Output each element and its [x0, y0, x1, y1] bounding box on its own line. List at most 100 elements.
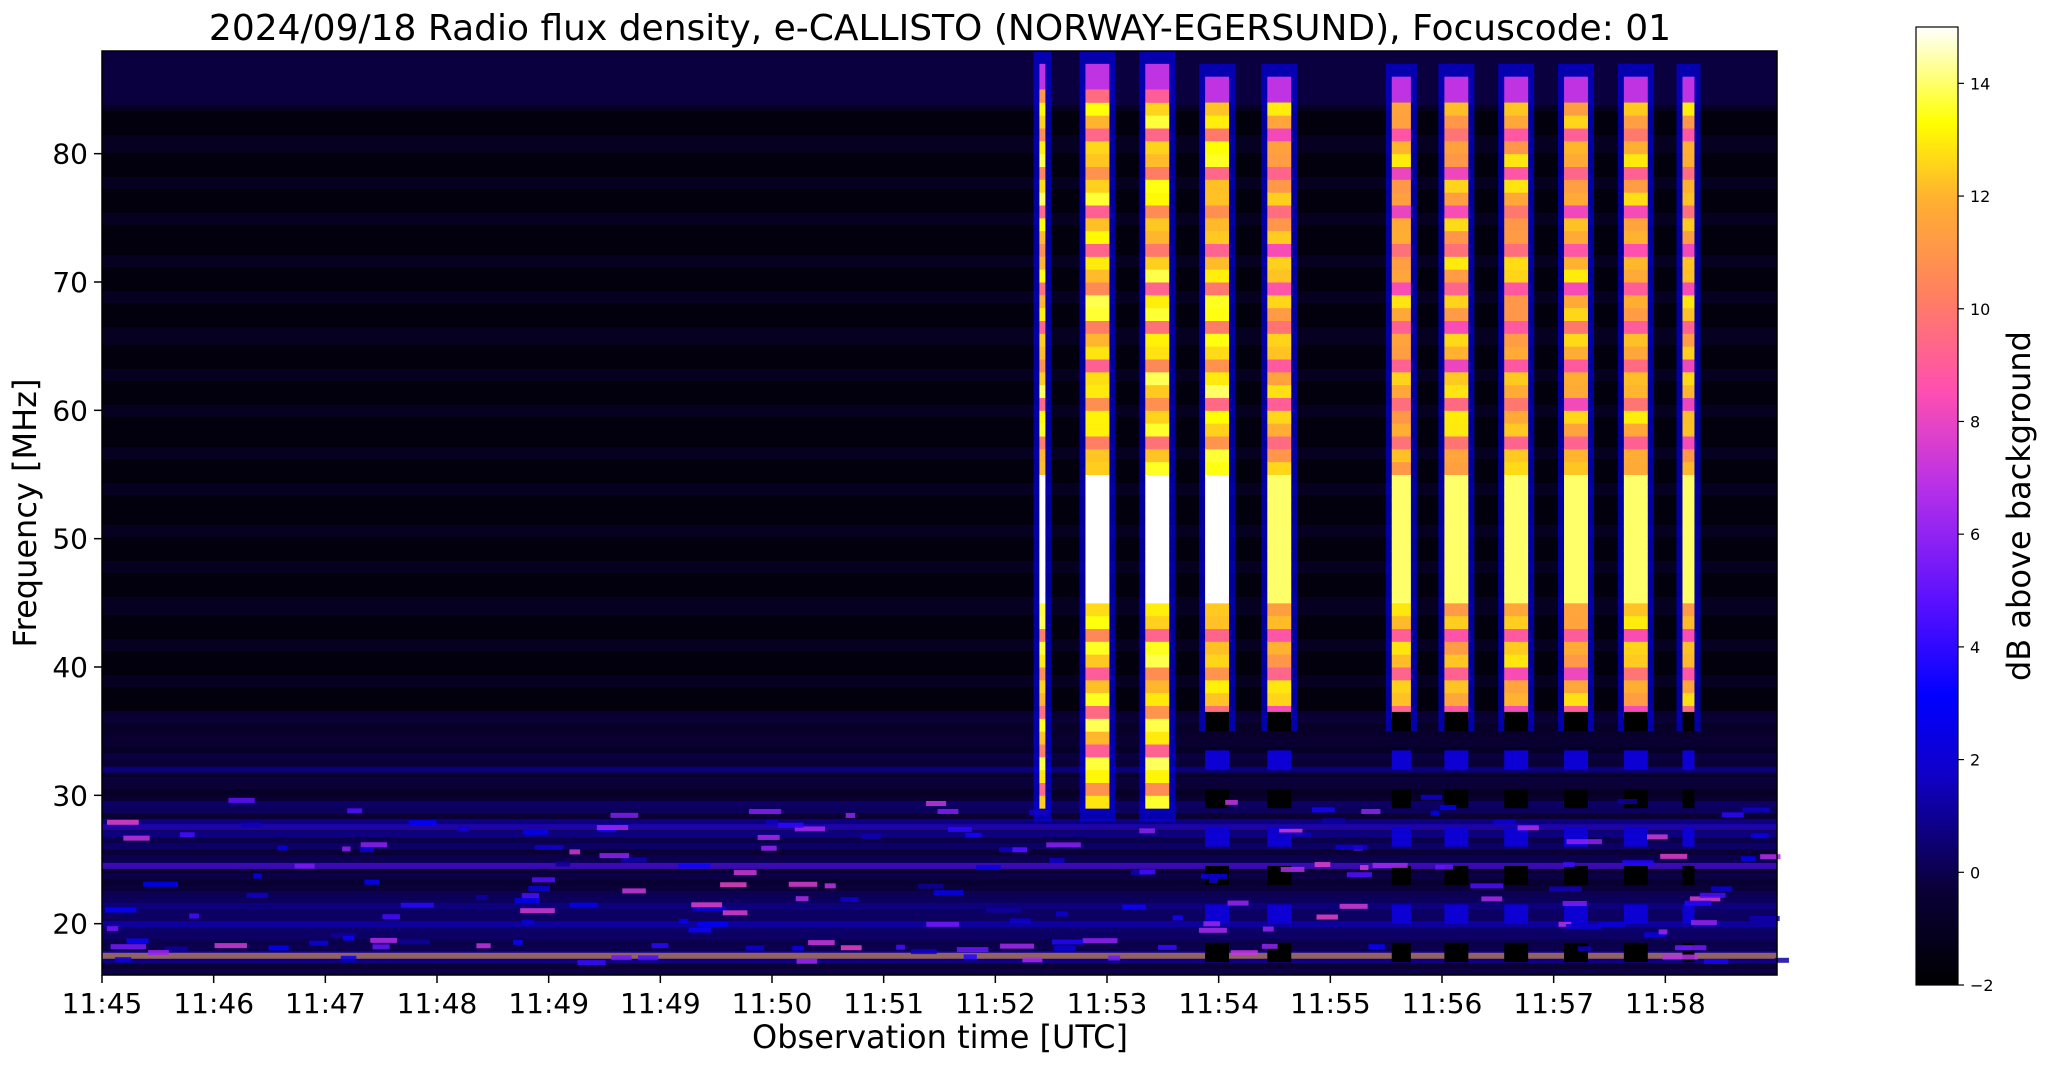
burst-cell	[1039, 423, 1046, 437]
burst-cell	[1682, 282, 1695, 296]
background-row	[102, 705, 1777, 711]
burst-cell	[1391, 436, 1411, 450]
burst-cell	[1391, 448, 1411, 463]
x-tick-label: 11:57	[1513, 987, 1594, 1020]
noise-blob	[1012, 847, 1027, 853]
burst-cell	[1205, 166, 1230, 180]
burst-cell	[1039, 384, 1046, 398]
noise-blob	[1022, 957, 1043, 963]
burst-cell	[1682, 448, 1695, 463]
horizontal-feature	[102, 952, 1777, 959]
noise-blob	[512, 939, 523, 945]
noise-blob	[246, 892, 269, 898]
burst-cell	[1623, 115, 1648, 129]
burst-cell	[1444, 217, 1469, 232]
burst-cell	[1085, 269, 1110, 283]
burst-cell	[1444, 371, 1469, 386]
noise-blob	[1689, 896, 1721, 902]
burst-cell	[1267, 423, 1292, 437]
burst-cell	[1504, 397, 1529, 411]
noise-blob	[1368, 944, 1385, 950]
noise-blob	[370, 937, 398, 943]
background-row	[102, 699, 1777, 705]
burst-cell	[1039, 641, 1046, 655]
burst-top	[1623, 76, 1648, 103]
noise-blob	[534, 844, 564, 850]
burst-low-cell	[1205, 827, 1230, 847]
background-row	[102, 789, 1777, 795]
background-row	[102, 813, 1777, 819]
burst-cell	[1085, 333, 1110, 347]
burst-cell	[1444, 474, 1469, 488]
burst-cell	[1391, 602, 1411, 617]
burst-cell	[1682, 294, 1695, 309]
x-tick-label: 11:53	[1067, 987, 1148, 1020]
noise-blob	[105, 907, 137, 913]
burst-cell	[1682, 230, 1695, 244]
burst-cell	[1444, 333, 1469, 347]
burst-cell	[1682, 371, 1695, 386]
burst-cell	[1205, 192, 1230, 206]
noise-blob	[1046, 842, 1081, 848]
burst-cell	[1564, 461, 1588, 475]
burst-cell	[1623, 140, 1648, 155]
noise-blob	[1675, 945, 1707, 951]
burst-cell	[1504, 538, 1529, 552]
background-row	[102, 201, 1777, 207]
burst-cell	[1391, 153, 1411, 167]
burst-cell	[1391, 500, 1411, 514]
burst-cell	[1085, 474, 1110, 488]
burst-cell	[1205, 628, 1230, 642]
burst-cell	[1085, 307, 1110, 321]
noise-blob	[947, 826, 972, 832]
burst-cell	[1391, 371, 1411, 386]
burst-cell	[1444, 487, 1469, 501]
burst-cell	[1039, 474, 1046, 488]
background-row	[102, 759, 1777, 765]
background-row	[102, 879, 1777, 885]
noise-blob	[342, 846, 351, 852]
burst-cell	[1564, 500, 1588, 514]
colorbar-tick-label: 10	[1970, 300, 1990, 319]
burst-cell	[1267, 461, 1292, 475]
burst-cell	[1504, 679, 1529, 694]
burst-low-cell	[1391, 711, 1411, 732]
burst-cell	[1504, 192, 1529, 206]
burst-cell	[1145, 628, 1170, 642]
noise-blob	[1028, 809, 1049, 815]
noise-blob	[745, 945, 765, 951]
burst-cell	[1444, 551, 1469, 565]
burst-cell	[1039, 179, 1046, 193]
noise-blob	[1563, 862, 1575, 868]
burst-cell	[1623, 166, 1648, 180]
noise-blob	[678, 863, 711, 869]
burst-cell	[1039, 718, 1046, 732]
burst-cell	[1145, 448, 1170, 463]
burst-top	[1267, 76, 1292, 103]
burst-cell	[1504, 307, 1529, 321]
burst-cell	[1145, 115, 1170, 129]
burst-cell	[1682, 679, 1695, 694]
burst-cell	[1504, 628, 1529, 642]
burst-cell	[1267, 628, 1292, 642]
background-row	[102, 219, 1777, 225]
background-row	[102, 243, 1777, 249]
burst-cell	[1623, 320, 1648, 334]
burst-cell	[1444, 359, 1469, 373]
x-axis-label: Observation time [UTC]	[752, 1018, 1128, 1056]
noise-blob	[808, 940, 835, 946]
background-row	[102, 111, 1777, 117]
noise-blob	[1055, 911, 1068, 917]
burst-cell	[1085, 192, 1110, 206]
burst-cell	[1564, 140, 1588, 155]
burst-cell	[1267, 115, 1292, 129]
burst-cell	[1085, 115, 1110, 129]
noise-blob	[1617, 799, 1638, 805]
noise-blob	[569, 849, 581, 855]
noise-blob	[372, 944, 390, 950]
burst-cell	[1267, 192, 1292, 206]
burst-cell	[1623, 307, 1648, 321]
burst-cell	[1205, 474, 1230, 488]
burst-cell	[1267, 153, 1292, 167]
background-row	[102, 741, 1777, 747]
